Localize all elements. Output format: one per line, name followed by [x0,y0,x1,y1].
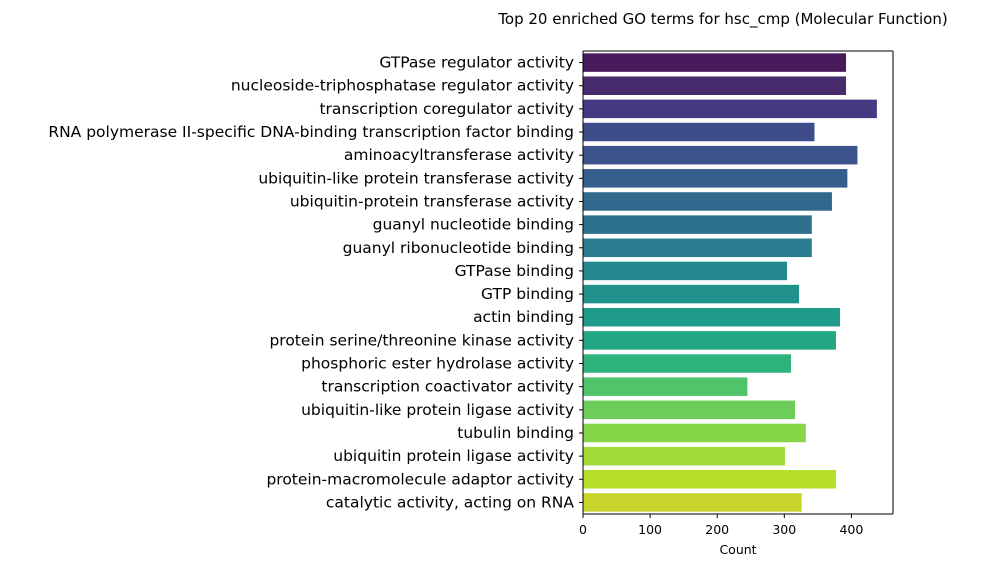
category-label: GTPase binding [455,262,574,280]
bar [583,400,796,420]
category-label: protein serine/threonine kinase activity [269,331,574,349]
category-label: phosphoric ester hydrolase activity [301,355,574,373]
category-label: guanyl nucleotide binding [373,216,574,234]
bar [583,76,847,95]
category-label: guanyl ribonucleotide binding [343,239,574,257]
category-label: protein-macromolecule adaptor activity [266,470,574,488]
chart-title: Top 20 enriched GO terms for hsc_cmp (Mo… [497,10,947,29]
category-label: nucleoside-triphosphatase regulator acti… [231,77,574,95]
category-label: ubiquitin-like protein ligase activity [301,401,574,419]
category-label: catalytic activity, acting on RNA [326,493,574,511]
category-label: transcription coregulator activity [319,100,574,118]
axes-frame [582,50,894,515]
bar [583,145,858,165]
x-axis: 0 100 200 300 400 [579,514,863,537]
x-tick-label: 200 [705,522,729,537]
bar [583,99,877,119]
category-label: transcription coactivator activity [321,378,574,396]
category-label: tubulin binding [457,424,574,442]
category-label: ubiquitin-like protein transferase activ… [258,169,574,187]
bars [583,53,877,512]
category-label: RNA polymerase II-specific DNA-binding t… [48,123,574,141]
x-tick-label: 400 [839,522,863,537]
bar [583,53,847,72]
bar [583,261,787,281]
category-label: GTP binding [481,285,574,303]
bar [583,470,836,489]
category-label: aminoacyltransferase activity [344,146,574,164]
bar [583,284,800,304]
bar [583,493,802,512]
category-label: ubiquitin protein ligase activity [333,447,574,465]
bar [583,238,812,258]
bar [583,192,832,211]
category-label: ubiquitin-protein transferase activity [290,192,574,210]
bar [583,423,806,443]
bar [583,215,812,234]
x-tick-label: 300 [772,522,796,537]
bar [583,307,840,327]
category-labels: GTPase regulator activity nucleoside-trip… [48,54,583,511]
bar [583,331,836,350]
category-label: actin binding [473,308,574,326]
bar [583,446,785,466]
bar [583,354,792,373]
x-axis-label: Count [719,542,756,557]
category-label: GTPase regulator activity [379,54,574,72]
bar [583,122,815,142]
x-tick-label: 100 [638,522,662,537]
x-tick-label: 0 [579,522,587,537]
bar [583,377,748,396]
bar [583,169,848,188]
